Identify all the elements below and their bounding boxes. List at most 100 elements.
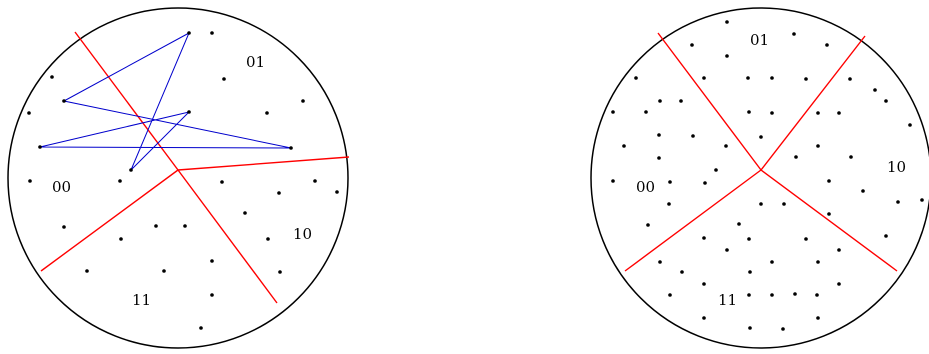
- sample-point: [748, 270, 752, 274]
- sample-point: [747, 293, 751, 297]
- right-partition-line: [657, 32, 762, 171]
- sample-point: [794, 155, 798, 159]
- tour-path: [39, 31, 292, 171]
- right-partition-line: [624, 169, 762, 272]
- right-partition-lines: [624, 32, 898, 272]
- sample-point: [747, 237, 751, 241]
- left-partition-line: [177, 169, 278, 304]
- sample-point: [804, 77, 808, 81]
- right-disk-panel: 01 00 10 11: [590, 7, 929, 349]
- sample-point: [187, 31, 191, 35]
- sample-point: [222, 77, 226, 81]
- sample-point: [861, 189, 865, 193]
- sample-point: [748, 326, 752, 330]
- sample-point: [220, 180, 224, 184]
- sample-point: [313, 179, 317, 183]
- sample-point: [908, 123, 912, 127]
- sample-point: [690, 43, 694, 47]
- sample-point: [691, 134, 695, 138]
- sample-point: [85, 269, 89, 273]
- sample-point: [278, 270, 282, 274]
- region-label-00: 00: [52, 178, 71, 196]
- sample-point: [804, 237, 808, 241]
- sample-point: [816, 260, 820, 264]
- sample-point: [920, 198, 924, 202]
- sample-point: [702, 282, 706, 286]
- sample-point: [289, 146, 293, 150]
- sample-point: [884, 234, 888, 238]
- sample-point: [702, 76, 706, 80]
- left-partition-lines: [40, 31, 350, 304]
- sample-point: [725, 54, 729, 58]
- sample-point: [873, 88, 877, 92]
- region-label-01: 01: [750, 31, 769, 49]
- sample-point: [118, 179, 122, 183]
- left-disk-boundary: [7, 7, 349, 349]
- sample-point: [62, 99, 66, 103]
- right-disk-boundary: [590, 7, 929, 349]
- sample-point: [210, 259, 214, 263]
- sample-point: [657, 133, 661, 137]
- right-partition-line: [760, 35, 866, 171]
- sample-point: [747, 110, 751, 114]
- sample-point: [667, 202, 671, 206]
- sample-point: [702, 236, 706, 240]
- sample-point: [335, 190, 339, 194]
- sample-point: [243, 211, 247, 215]
- sample-point: [837, 248, 841, 252]
- sample-point: [210, 293, 214, 297]
- region-label-11: 11: [718, 291, 737, 309]
- sample-point: [119, 237, 123, 241]
- right-points: [611, 20, 924, 331]
- sample-point: [658, 99, 662, 103]
- sample-point: [154, 224, 158, 228]
- sample-point: [816, 316, 820, 320]
- region-label-01: 01: [246, 53, 265, 71]
- sample-point: [658, 260, 662, 264]
- sample-point: [277, 191, 281, 195]
- sample-point: [129, 168, 133, 172]
- sample-point: [657, 156, 661, 160]
- sample-point: [162, 269, 166, 273]
- sample-point: [746, 76, 750, 80]
- sample-point: [668, 293, 672, 297]
- sample-point: [770, 111, 774, 115]
- sample-point: [27, 111, 31, 115]
- sample-point: [714, 168, 718, 172]
- sample-point: [896, 200, 900, 204]
- sample-point: [62, 225, 66, 229]
- sample-point: [622, 144, 626, 148]
- sample-point: [679, 99, 683, 103]
- region-label-10: 10: [887, 158, 906, 176]
- sample-point: [793, 292, 797, 296]
- sample-point: [884, 99, 888, 103]
- sample-point: [770, 293, 774, 297]
- sample-point: [611, 179, 615, 183]
- sample-point: [849, 155, 853, 159]
- sample-point: [770, 260, 774, 264]
- left-partition-line: [40, 169, 179, 272]
- sample-point: [816, 111, 820, 115]
- sample-point: [266, 237, 270, 241]
- sample-point: [38, 145, 42, 149]
- sample-point: [792, 32, 796, 36]
- sample-point: [644, 110, 648, 114]
- sample-point: [759, 202, 763, 206]
- region-label-10: 10: [293, 225, 312, 243]
- sample-point: [827, 179, 831, 183]
- sample-point: [782, 202, 786, 206]
- sample-point: [50, 75, 54, 79]
- sample-point: [724, 144, 728, 148]
- left-disk-panel: 01 00 10 11: [7, 7, 350, 349]
- sample-point: [702, 316, 706, 320]
- sample-point: [837, 111, 841, 115]
- sample-point: [781, 327, 785, 331]
- sample-point: [837, 282, 841, 286]
- sample-point: [759, 135, 763, 139]
- sample-point: [28, 179, 32, 183]
- sample-point: [725, 248, 729, 252]
- sample-point: [646, 223, 650, 227]
- region-label-00: 00: [636, 178, 655, 196]
- sample-point: [668, 180, 672, 184]
